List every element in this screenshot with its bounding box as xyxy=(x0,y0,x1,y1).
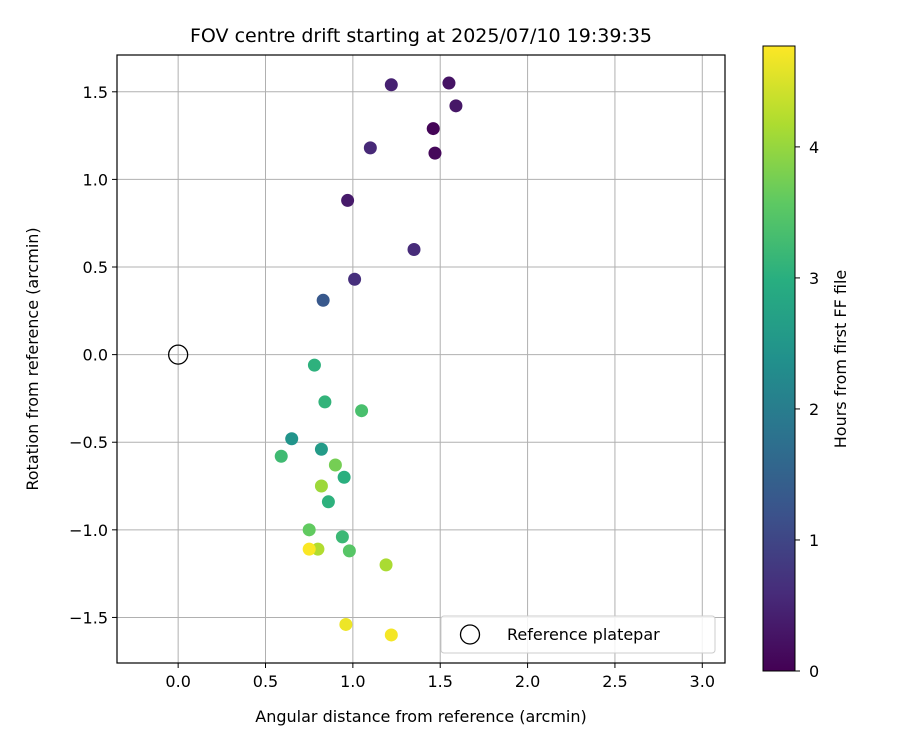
y-tick-label: −0.5 xyxy=(69,433,108,452)
data-point xyxy=(314,479,328,493)
data-point xyxy=(407,242,421,256)
grid-lines xyxy=(117,55,725,663)
colorbar-label: Hours from first FF file xyxy=(831,270,850,449)
data-point xyxy=(348,272,362,286)
y-tick-label: 0.5 xyxy=(83,258,108,277)
plot-frame xyxy=(116,54,726,664)
data-point xyxy=(302,542,316,556)
y-tick-label: 1.0 xyxy=(83,170,108,189)
colorbar-tick-label: 4 xyxy=(809,138,819,157)
data-point xyxy=(363,141,377,155)
legend-marker xyxy=(459,624,481,645)
data-point xyxy=(355,404,369,418)
legend-entry-label: Reference platepar xyxy=(507,625,660,644)
data-point xyxy=(316,293,330,307)
colorbar-tick-label: 3 xyxy=(809,269,819,288)
x-tick-label: 1.5 xyxy=(427,672,452,691)
colorbar-gradient xyxy=(762,45,796,672)
colorbar: 0 1 2 3 4 Hours from first FF file xyxy=(762,45,850,681)
x-tick-label: 2.5 xyxy=(602,672,627,691)
y-tick-label: −1.0 xyxy=(69,521,108,540)
x-tick-label: 0.0 xyxy=(165,672,190,691)
data-point xyxy=(307,358,321,372)
data-point xyxy=(337,470,351,484)
data-point xyxy=(384,78,398,92)
data-points xyxy=(274,76,463,642)
data-point xyxy=(318,395,332,409)
x-tick-label: 0.5 xyxy=(253,672,278,691)
y-tick-label: 1.5 xyxy=(83,83,108,102)
colorbar-tick-label: 0 xyxy=(809,662,819,681)
colorbar-tick-label: 1 xyxy=(809,531,819,550)
y-axis-label: Rotation from reference (arcmin) xyxy=(23,227,42,490)
data-point xyxy=(342,544,356,558)
data-point xyxy=(302,523,316,537)
y-tick-label: −1.5 xyxy=(69,608,108,627)
data-point xyxy=(428,146,442,160)
data-point xyxy=(379,558,393,572)
reference-marker-layer xyxy=(167,344,189,365)
data-point xyxy=(384,628,398,642)
data-point xyxy=(285,432,299,446)
chart-title: FOV centre drift starting at 2025/07/10 … xyxy=(190,25,652,47)
x-axis-ticks: 0.0 0.5 1.0 1.5 2.0 2.5 3.0 xyxy=(165,663,715,691)
data-point xyxy=(274,449,288,463)
data-point xyxy=(314,442,328,456)
data-point xyxy=(442,76,456,90)
y-tick-label: 0.0 xyxy=(83,346,108,365)
y-axis-ticks: −1.5 −1.0 −0.5 0.0 0.5 1.0 1.5 xyxy=(69,83,117,627)
legend-box xyxy=(440,615,716,654)
x-tick-label: 3.0 xyxy=(690,672,715,691)
legend: Reference platepar xyxy=(440,615,716,654)
colorbar-tick-label: 2 xyxy=(809,400,819,419)
colorbar-ticks: 0 1 2 3 4 xyxy=(795,138,819,681)
x-tick-label: 2.0 xyxy=(515,672,540,691)
data-point xyxy=(341,193,355,207)
x-tick-label: 1.0 xyxy=(340,672,365,691)
data-point xyxy=(449,99,463,113)
data-point xyxy=(339,617,353,631)
data-point xyxy=(335,530,349,544)
data-point xyxy=(321,495,335,509)
x-axis-label: Angular distance from reference (arcmin) xyxy=(255,707,586,726)
data-point xyxy=(328,458,342,472)
data-point xyxy=(426,122,440,136)
reference-platepar-marker xyxy=(167,344,189,365)
